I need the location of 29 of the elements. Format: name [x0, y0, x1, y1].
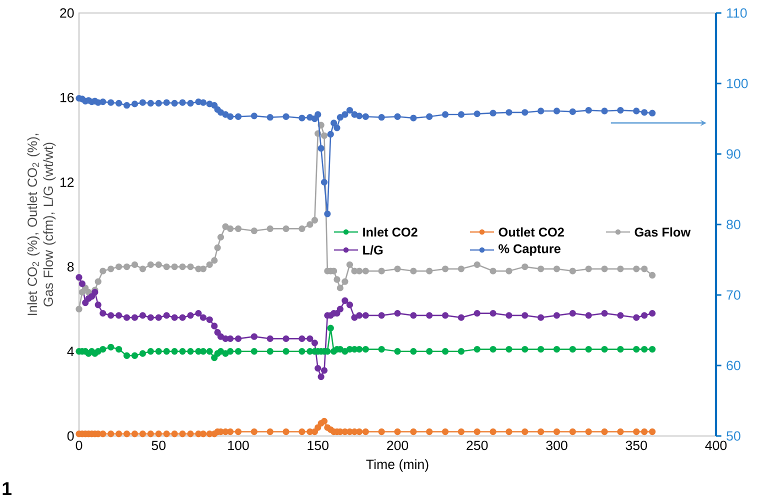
legend-label: % Capture: [498, 244, 560, 256]
x-axis-title: Time (min): [366, 459, 428, 472]
y-tick-label: 20: [60, 8, 74, 18]
x-tick-label: 350: [626, 440, 647, 450]
y-tick-label: 8: [67, 262, 74, 272]
y2-tick-label: 100: [727, 78, 748, 88]
x-tick-label: 300: [546, 440, 568, 450]
x-tick-label: 200: [387, 440, 408, 450]
y-tick-label: 4: [67, 346, 74, 356]
y2-tick-label: 90: [726, 149, 740, 159]
y2-tick-label: 70: [726, 290, 740, 300]
x-tick-label: 0: [76, 440, 82, 450]
y2-tick-label: 110: [727, 8, 747, 18]
x-tick-label: 150: [308, 440, 328, 450]
text: 1: [2, 482, 12, 495]
y2-tick-label: 50: [726, 431, 740, 441]
legend-label: Outlet CO2: [498, 227, 564, 236]
y-tick-label: 16: [60, 92, 74, 102]
legend-label: Inlet CO2: [363, 227, 418, 236]
x-tick-label: 250: [466, 440, 488, 450]
x-tick-label: 400: [705, 440, 727, 450]
legend-label: Gas Flow: [634, 227, 691, 236]
legend-label: L/G: [363, 245, 383, 255]
y2-tick-label: 60: [726, 360, 740, 370]
y-tick-label: 0: [67, 431, 74, 441]
y-tick-label: 12: [60, 177, 74, 187]
x-tick-label: 50: [152, 440, 166, 450]
x-tick-label: 100: [228, 440, 249, 450]
y2-tick-label: 80: [726, 220, 740, 230]
